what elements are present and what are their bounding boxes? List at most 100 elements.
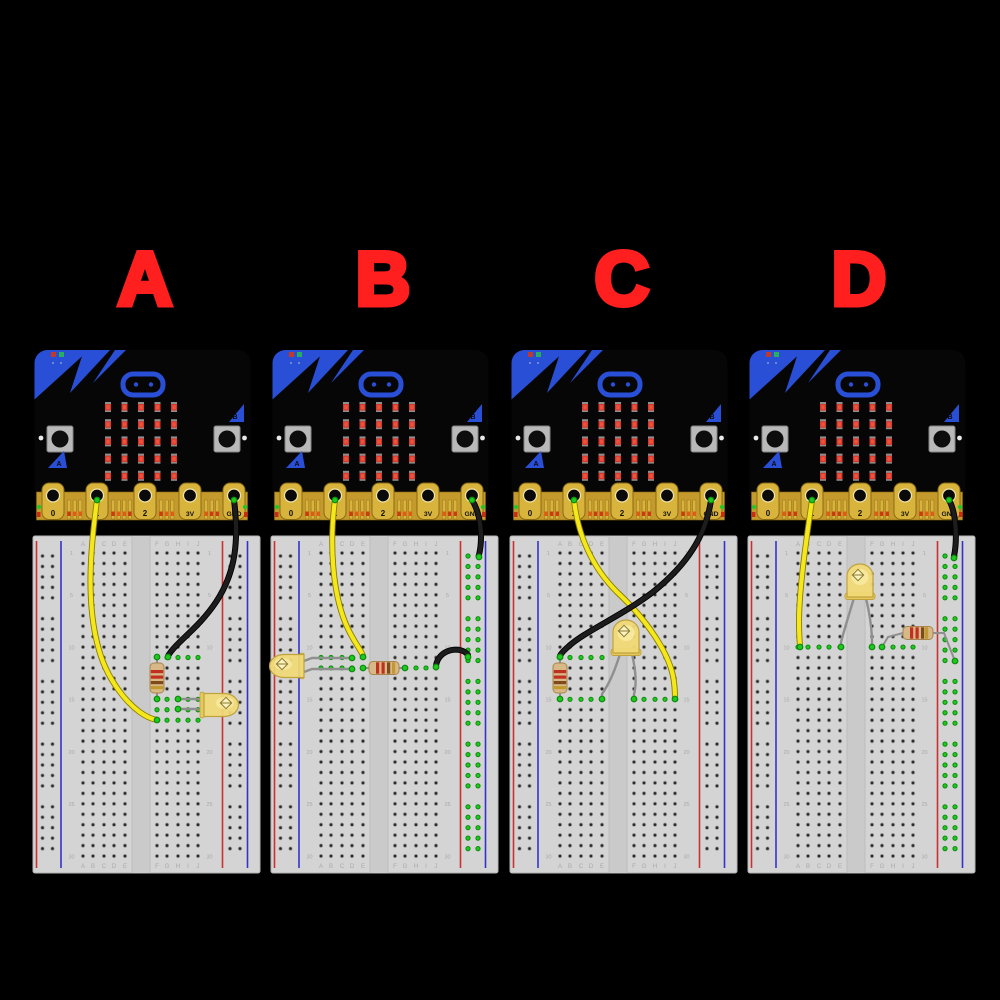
resistor-lead — [881, 632, 904, 648]
edge-hole — [515, 435, 521, 441]
column-letter: B — [329, 864, 333, 870]
column-letter: J — [435, 542, 438, 548]
connector-stripe — [831, 499, 836, 520]
led-leg — [303, 667, 352, 674]
column-letter: G — [880, 542, 885, 548]
connector-pad — [599, 511, 603, 516]
connector-stripe — [544, 499, 548, 520]
edge-hole — [719, 435, 724, 441]
green-connection-dot — [164, 653, 172, 661]
connector-stripe — [599, 499, 604, 520]
pin-hole — [614, 488, 630, 503]
column-letter: C — [579, 542, 584, 548]
column-letter: E — [123, 864, 127, 870]
status-led-red — [289, 352, 294, 357]
connector-stripe — [215, 499, 220, 520]
row-number: 25 — [783, 802, 789, 808]
pin-hole — [760, 488, 776, 503]
connector-pad — [447, 511, 452, 516]
green-connection-dot — [475, 689, 481, 695]
green-connection-dot — [952, 678, 958, 685]
green-connection-dot — [556, 653, 564, 661]
connector-stripe — [354, 499, 359, 520]
resistor-band — [376, 662, 380, 674]
green-connection-dot — [153, 695, 161, 703]
column-letter: J — [197, 864, 200, 870]
column-letter: I — [187, 542, 189, 548]
microbit-body — [511, 350, 728, 520]
connector-stripe — [78, 499, 83, 520]
button-a-flag-icon — [763, 451, 782, 468]
connector-stripe — [305, 499, 309, 520]
green-connection-dot — [475, 751, 481, 758]
pin-label: 3V — [186, 511, 195, 518]
green-connection-dot — [465, 563, 471, 570]
green-connection-dot — [942, 626, 948, 632]
connector-pad — [402, 511, 407, 516]
button-a-label: A — [771, 461, 776, 468]
green-connection-dot — [465, 720, 471, 726]
connector-pad — [159, 511, 163, 516]
column-letter: E — [361, 864, 365, 870]
connector-pad — [78, 511, 82, 516]
row-number: 15 — [921, 698, 927, 704]
row-number: 25 — [683, 802, 689, 808]
green-connection-dot — [475, 553, 483, 561]
row-number: 10 — [783, 645, 789, 651]
row-number: 30 — [444, 854, 450, 860]
column-letter: C — [817, 864, 822, 870]
led — [174, 691, 240, 719]
green-connection-dot — [952, 647, 958, 653]
connector-stripe — [787, 499, 792, 520]
connector-stripe — [159, 499, 163, 520]
connector-stripe — [453, 499, 458, 520]
green-connection-dot — [475, 762, 481, 768]
column-letter: F — [393, 864, 397, 870]
green-connection-dot — [475, 710, 481, 716]
pin-hole — [852, 488, 868, 503]
led — [598, 619, 642, 703]
column-letter: C — [579, 864, 584, 870]
row-number: 10 — [206, 645, 212, 651]
pin-hole — [375, 488, 391, 503]
connector-pad — [310, 511, 315, 516]
resistor-band — [392, 662, 396, 674]
connector-pad — [593, 511, 598, 516]
green-connection-dot — [952, 699, 958, 705]
green-connection-dot — [671, 695, 679, 703]
connector-stripe — [310, 499, 315, 520]
button-b-flag-icon — [467, 404, 482, 422]
pin-hole — [283, 488, 299, 503]
wire-ground — [945, 496, 959, 562]
green-connection-dot — [475, 616, 481, 622]
led — [837, 563, 876, 651]
green-connection-dot — [464, 653, 472, 661]
green-connection-dot — [465, 710, 471, 716]
green-connection-dot — [465, 689, 471, 695]
microbit: AB0 1 2 3V GND — [749, 350, 966, 521]
green-connection-dot — [465, 626, 471, 632]
green-connection-dot — [942, 647, 948, 653]
microbit-body — [272, 350, 489, 520]
microbit: AB0 1 2 3V GND — [511, 350, 728, 521]
column-letter: A — [558, 542, 562, 548]
row-number: 20 — [206, 750, 212, 756]
button-a-label: A — [294, 461, 299, 468]
green-connection-dot — [578, 696, 584, 702]
green-connection-dot — [475, 720, 481, 726]
connector-pad — [641, 511, 646, 516]
column-letter: E — [361, 542, 365, 548]
green-connection-dot — [942, 563, 948, 570]
green-connection-dot — [942, 720, 948, 726]
connector-stripe — [366, 499, 370, 520]
column-letter: J — [912, 864, 915, 870]
connector-stripe — [116, 499, 121, 520]
green-connection-dot — [401, 664, 409, 672]
green-connection-dot — [331, 496, 339, 504]
row-number: 10 — [921, 645, 927, 651]
connector-pad — [72, 511, 77, 516]
column-letter: B — [806, 864, 810, 870]
green-connection-dot — [796, 643, 804, 651]
connector-pad — [408, 511, 412, 516]
